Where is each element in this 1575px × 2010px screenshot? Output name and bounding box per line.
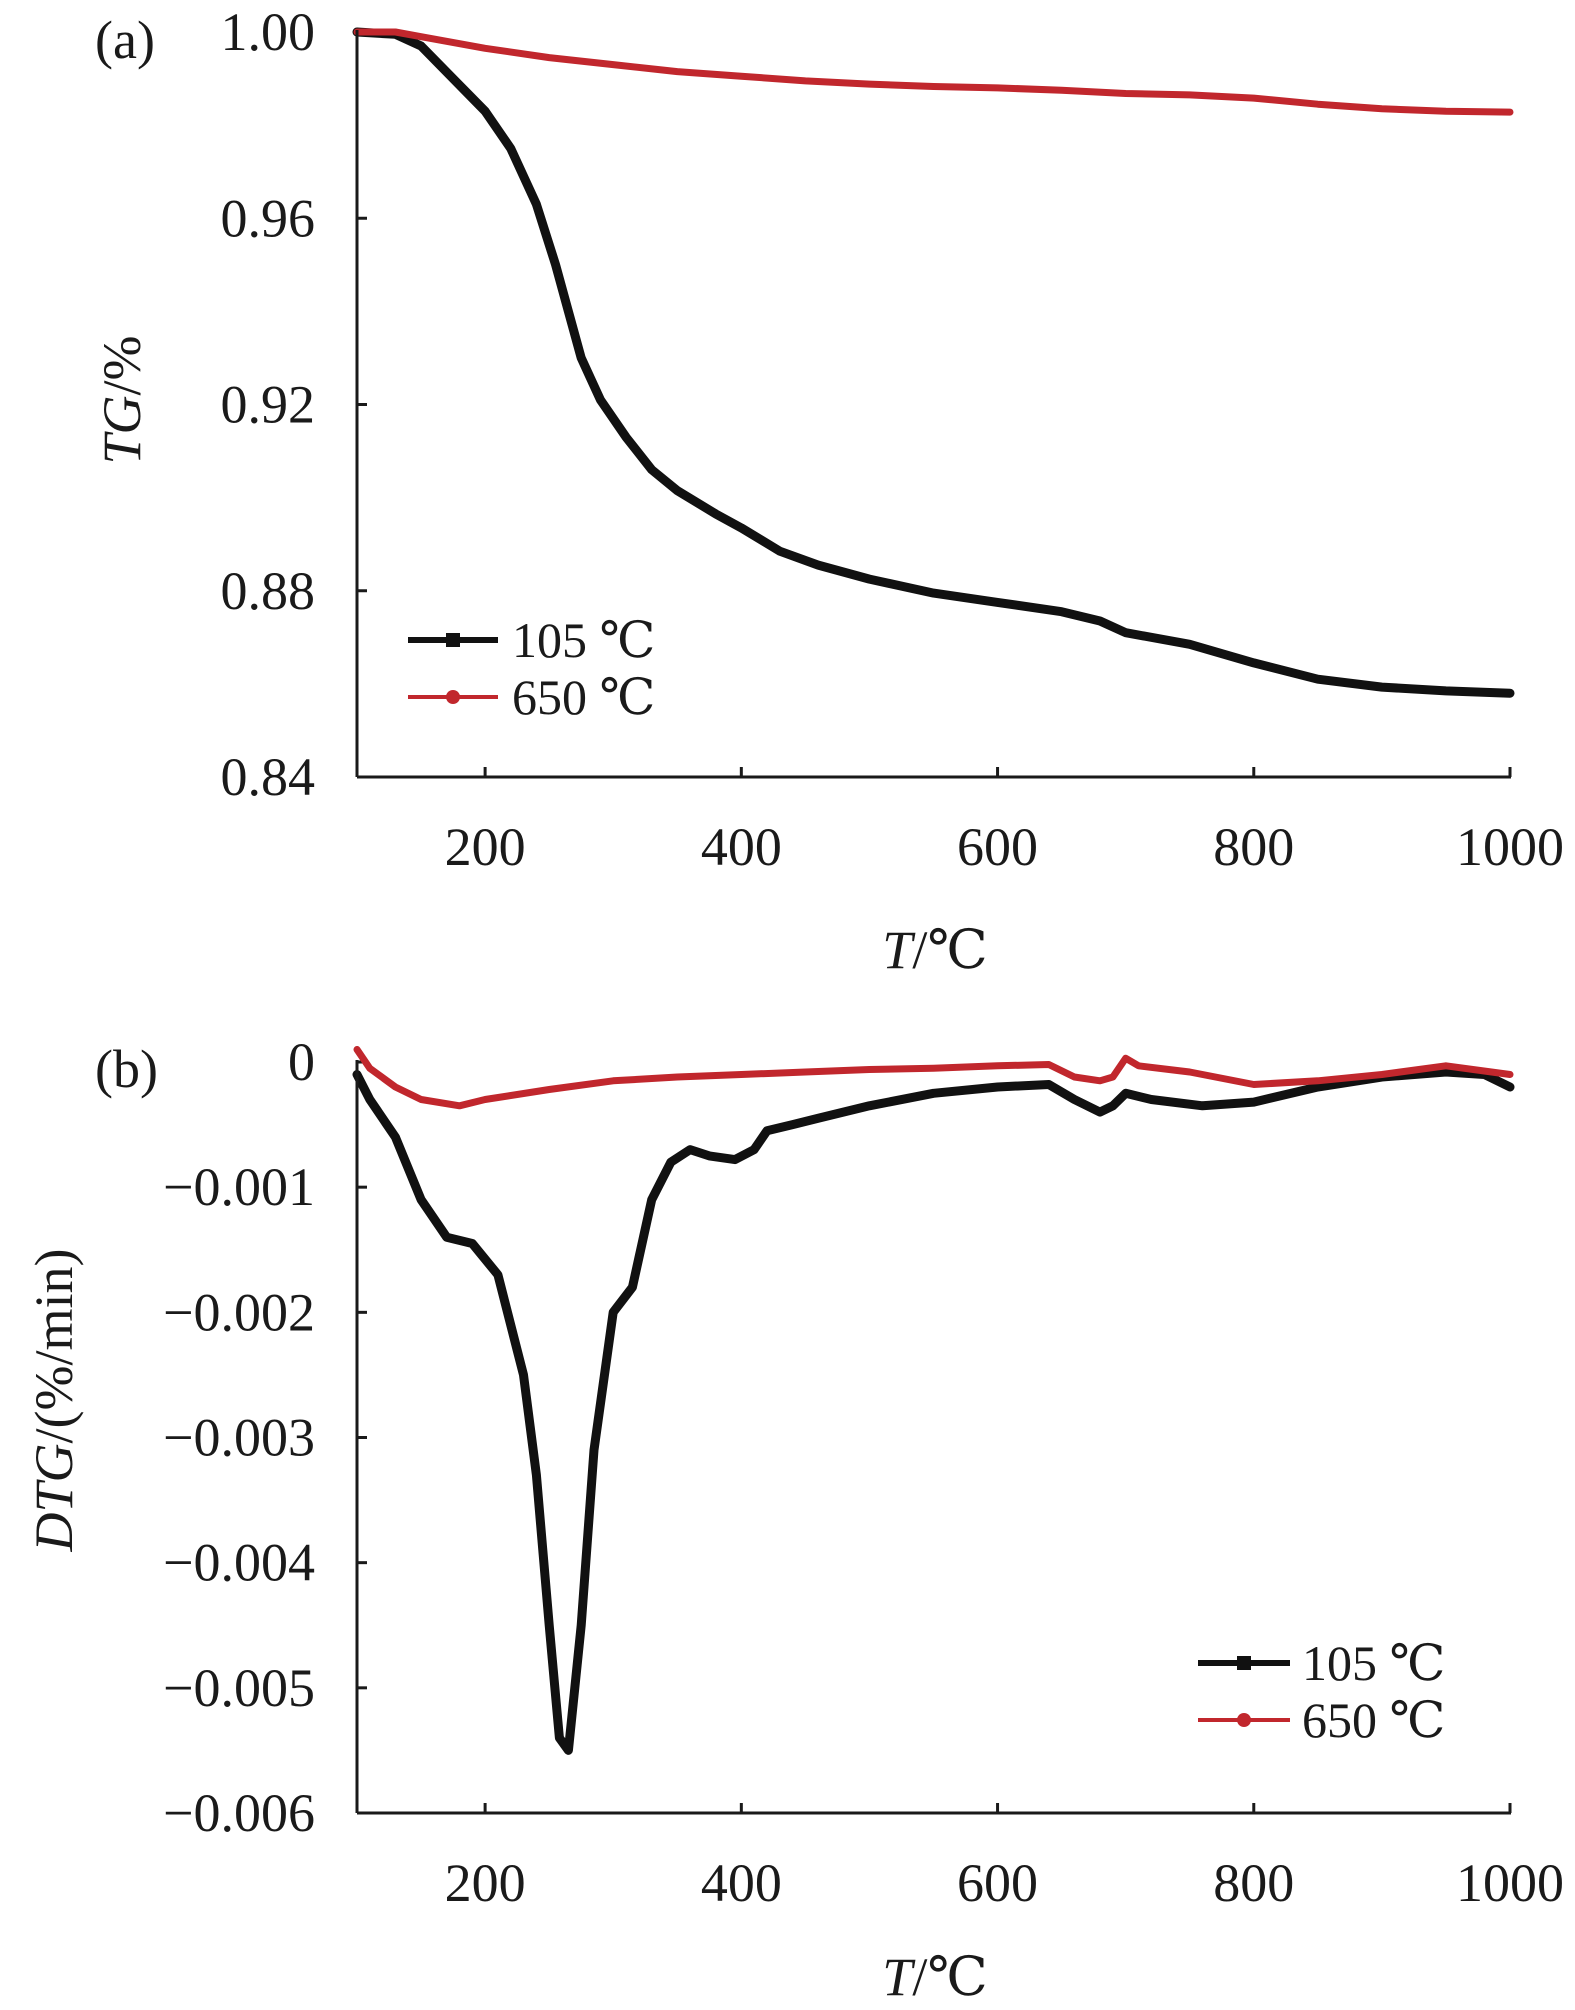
- panel-b-ticks: 200 400 600 800 1000 0 −0.001 −0.002 −0.003 −0.00…: [163, 1032, 1564, 1913]
- legend-marker-105: [1237, 1656, 1251, 1670]
- panel-a-chart: (a) 200 400 600 800 1000 0.84 0.88 0.92 0.96 1.00…: [92, 2, 1564, 980]
- legend-marker-650: [1237, 1713, 1251, 1727]
- legend-marker-105: [446, 633, 460, 647]
- x-tick-label: 400: [701, 1853, 782, 1913]
- y-tick-label: 1.00: [221, 2, 316, 62]
- legend-item-105: 105 ℃: [1198, 1635, 1445, 1691]
- x-tick-label: 1000: [1456, 1853, 1564, 1913]
- legend-item-650: 650 ℃: [408, 669, 655, 725]
- legend-label-105: 105 ℃: [1302, 1635, 1445, 1691]
- y-tick-label: 0.92: [221, 375, 316, 435]
- y-tick-label: 0.96: [221, 188, 316, 248]
- panel-a-y-axis-label: TG/%: [92, 335, 152, 464]
- series-105-line: [352, 1067, 1515, 1755]
- series-105-line: [352, 27, 1515, 698]
- legend-item-650: 650 ℃: [1198, 1692, 1445, 1748]
- legend-label-105: 105 ℃: [512, 612, 655, 668]
- y-tick-label: 0: [288, 1032, 315, 1092]
- panel-a-legend: 105 ℃ 650 ℃: [408, 612, 655, 725]
- y-tick-label: −0.001: [163, 1157, 315, 1217]
- y-tick-label: −0.004: [163, 1533, 315, 1593]
- panel-a-x-axis-label: T/℃: [882, 920, 987, 980]
- y-tick-label: 0.88: [221, 561, 316, 621]
- series-650-line: [353, 1046, 1514, 1110]
- panel-b-series: [352, 1046, 1515, 1755]
- legend-item-105: 105 ℃: [408, 612, 655, 668]
- y-tick-label: −0.003: [163, 1408, 315, 1468]
- panel-b-legend: 105 ℃ 650 ℃: [1198, 1635, 1445, 1748]
- panel-b-label: (b): [95, 1039, 158, 1099]
- y-tick-label: −0.006: [163, 1783, 315, 1843]
- legend-label-650: 650 ℃: [1302, 1692, 1445, 1748]
- x-tick-label: 800: [1213, 817, 1294, 877]
- y-tick-label: −0.005: [163, 1658, 315, 1718]
- panel-b-chart: (b) 200 400 600 800 1000 0 −0.001 −0.002 −0.003 −…: [24, 1032, 1564, 2007]
- panel-b-y-axis-label: DTG/(%/min): [24, 1249, 84, 1553]
- panel-a-label: (a): [95, 10, 155, 70]
- x-tick-label: 400: [701, 817, 782, 877]
- x-tick-label: 1000: [1456, 817, 1564, 877]
- x-tick-label: 800: [1213, 1853, 1294, 1913]
- x-tick-label: 600: [957, 1853, 1038, 1913]
- legend-marker-650: [446, 690, 460, 704]
- panel-b-x-axis-label: T/℃: [882, 1947, 987, 2007]
- legend-label-650: 650 ℃: [512, 669, 655, 725]
- x-tick-label: 200: [445, 817, 526, 877]
- panel-a-axes: [355, 30, 1511, 779]
- panel-a-ticks: 200 400 600 800 1000 0.84 0.88 0.92 0.96 1.00: [221, 2, 1565, 877]
- x-tick-label: 600: [957, 817, 1038, 877]
- y-tick-label: −0.002: [163, 1282, 315, 1342]
- x-tick-label: 200: [445, 1853, 526, 1913]
- panel-a-series: [352, 27, 1515, 698]
- y-tick-label: 0.84: [221, 747, 316, 807]
- series-650-line: [353, 28, 1514, 116]
- panel-b-axes: [355, 1060, 1511, 1815]
